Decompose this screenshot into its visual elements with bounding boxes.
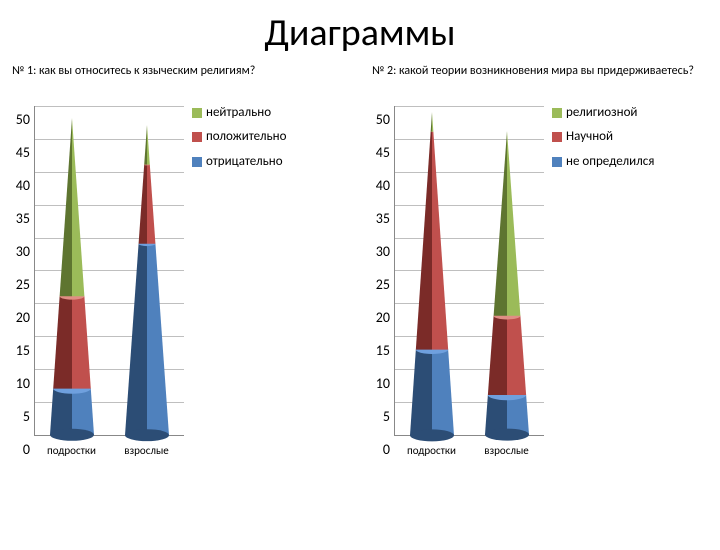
cone bbox=[50, 118, 94, 435]
legend-item: религиозной bbox=[552, 106, 654, 120]
chart-1: № 1: как вы относитесь к языческим религ… bbox=[8, 64, 368, 457]
chart-1-y-axis: 05101520253035404550 bbox=[8, 106, 34, 436]
legend-item: отрицательно bbox=[192, 155, 286, 169]
chart-2-subtitle: № 2: какой теории возникновения мира вы … bbox=[372, 64, 708, 94]
chart-1-plot-area bbox=[34, 106, 184, 436]
cone bbox=[410, 112, 454, 435]
chart-2: № 2: какой теории возникновения мира вы … bbox=[368, 64, 708, 457]
legend-swatch bbox=[552, 157, 562, 167]
chart-2-x-axis: подростки взрослые bbox=[394, 444, 544, 457]
x-label: подростки bbox=[42, 444, 102, 457]
legend-item: Научной bbox=[552, 130, 654, 144]
x-label: подростки bbox=[402, 444, 462, 457]
page-title: Диаграммы bbox=[0, 10, 720, 56]
legend-swatch bbox=[552, 132, 562, 142]
legend-item: нейтрально bbox=[192, 106, 286, 120]
legend-label: нейтрально bbox=[206, 106, 271, 120]
x-label: взрослые bbox=[117, 444, 177, 457]
legend-label: отрицательно bbox=[206, 155, 283, 169]
chart-2-plot-area bbox=[394, 106, 544, 436]
legend-label: не определился bbox=[566, 155, 654, 169]
charts-row: № 1: как вы относитесь к языческим религ… bbox=[0, 64, 720, 457]
chart-2-y-axis: 05101520253035404550 bbox=[368, 106, 394, 436]
legend-swatch bbox=[192, 132, 202, 142]
cone bbox=[125, 125, 169, 435]
legend-label: положительно bbox=[206, 130, 286, 144]
chart-2-legend: религиозной Научной не определился bbox=[552, 106, 654, 457]
legend-swatch bbox=[192, 108, 202, 118]
chart-1-legend: нейтрально положительно отрицательно bbox=[192, 106, 286, 457]
legend-label: религиозной bbox=[566, 106, 637, 120]
legend-swatch bbox=[192, 157, 202, 167]
chart-1-x-axis: подростки взрослые bbox=[34, 444, 184, 457]
legend-label: Научной bbox=[566, 130, 613, 144]
chart-1-subtitle: № 1: как вы относитесь к языческим религ… bbox=[12, 64, 368, 94]
legend-swatch bbox=[552, 108, 562, 118]
legend-item: положительно bbox=[192, 130, 286, 144]
cone bbox=[485, 131, 529, 435]
x-label: взрослые bbox=[477, 444, 537, 457]
legend-item: не определился bbox=[552, 155, 654, 169]
